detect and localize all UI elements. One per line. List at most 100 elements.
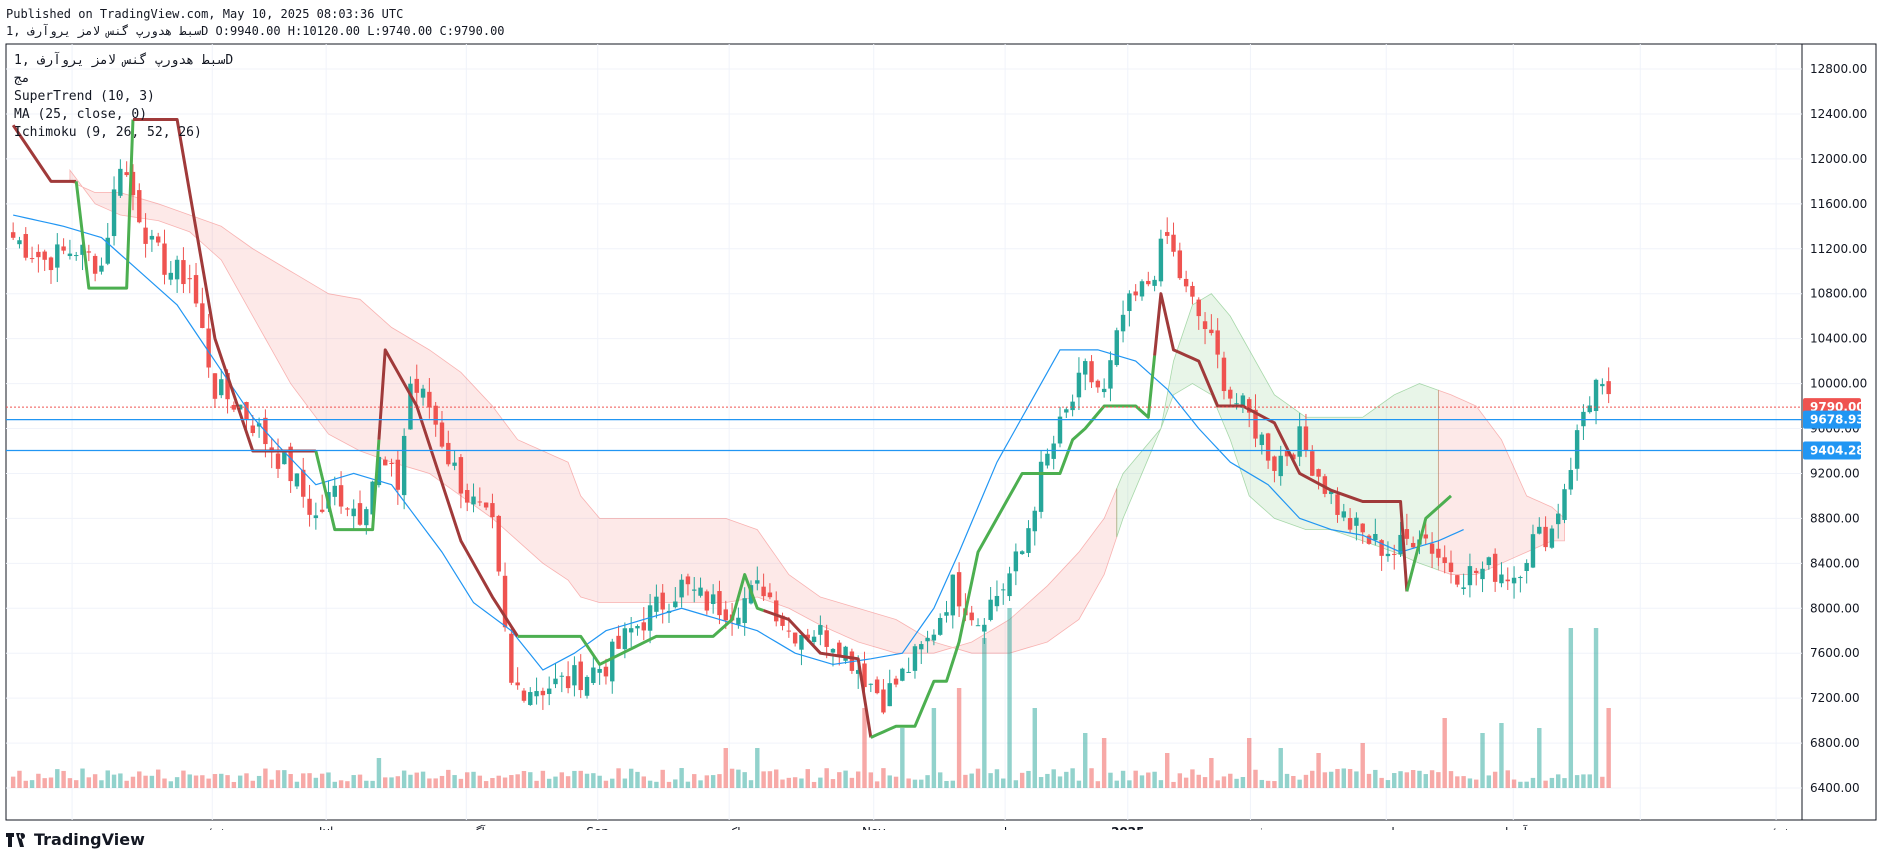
candle-body (364, 509, 369, 526)
candle (1297, 413, 1302, 467)
tradingview-logo-icon (6, 832, 26, 847)
candle (502, 562, 508, 632)
candle-body (206, 328, 211, 368)
volume-bar (301, 773, 306, 788)
ichimoku-cloud (69, 168, 1118, 654)
candle (635, 624, 640, 636)
candle (704, 589, 710, 615)
price-chart[interactable]: 12800.00 12400.00 12000.00 11600.00 11200.00… (0, 0, 1878, 830)
volume-bar (1423, 774, 1428, 788)
candle-body (357, 503, 363, 525)
candle (458, 453, 464, 509)
candle-body (1568, 470, 1574, 490)
volume-bar (1499, 723, 1504, 788)
candle-body (1562, 489, 1567, 520)
candle (1215, 318, 1220, 369)
candle-body (1070, 401, 1075, 411)
volume-bar (1139, 775, 1145, 788)
candle-body (1499, 574, 1504, 584)
supertrend-down-line (377, 348, 519, 638)
candle-body (660, 592, 665, 610)
candle (792, 632, 798, 647)
candle-body (553, 678, 558, 685)
volume-bar (780, 779, 785, 788)
candle-body (1530, 534, 1536, 568)
candle-body (282, 452, 287, 465)
volume-bar (1448, 771, 1454, 788)
candle-body (698, 587, 703, 596)
volume-bar (446, 769, 451, 788)
candle (48, 256, 54, 284)
legend-supertrend[interactable]: SuperTrend (10, 3) (14, 89, 155, 104)
candle (1574, 424, 1580, 481)
candle-body (61, 246, 66, 251)
tradingview-logo[interactable]: TradingView (6, 830, 145, 849)
volume-bar (1070, 768, 1075, 788)
legend-ichimoku[interactable]: Ichimoku (9, 26, 52, 26) (14, 125, 202, 140)
candle-body (1310, 451, 1315, 476)
volume-bar (622, 778, 628, 788)
volume-bar (452, 775, 457, 788)
y-tick-label: 6400.00 (1810, 781, 1860, 795)
volume-bar (351, 775, 356, 788)
candle (994, 580, 1000, 612)
volume-bar (1019, 772, 1025, 788)
legend-ma[interactable]: MA (25, close, 0) (14, 107, 148, 122)
candle-body (433, 405, 438, 425)
candle-body (1555, 513, 1561, 525)
volume-bar (1442, 718, 1447, 788)
candle-body (1474, 570, 1479, 574)
candle (256, 417, 262, 438)
candle (1537, 517, 1542, 535)
volume-bar (811, 781, 817, 788)
volume-bar (36, 773, 41, 788)
volume-bar (1165, 753, 1170, 788)
candle (401, 428, 407, 510)
candle-body (301, 469, 306, 497)
volume-bar (849, 777, 855, 788)
volume-bar (862, 708, 867, 788)
candle-body (219, 379, 224, 396)
candle (515, 667, 520, 690)
volume-bar (509, 775, 514, 788)
volume-bar (919, 779, 924, 788)
candle (1562, 483, 1567, 524)
candle (1410, 536, 1416, 549)
candle (1530, 524, 1536, 569)
volume-bar (761, 771, 766, 788)
candle-body (1165, 232, 1170, 236)
volume-bar (1259, 779, 1265, 788)
candle (811, 630, 817, 647)
volume-bar (1518, 781, 1523, 788)
candle-body (1026, 528, 1031, 553)
volume-bar (130, 776, 136, 788)
candle (610, 638, 615, 694)
volume-bar (1524, 781, 1529, 788)
candle-body (1171, 234, 1176, 252)
volume-bar (1568, 628, 1574, 788)
candle-body (1360, 523, 1365, 533)
volume-bar (1436, 772, 1441, 788)
candle (193, 262, 199, 308)
candle (1581, 404, 1586, 440)
candle (1354, 512, 1359, 541)
candle-body (1511, 577, 1517, 584)
volume-bar (1537, 728, 1542, 788)
volume-bar (1108, 772, 1113, 788)
candle (1448, 550, 1454, 584)
candle (1587, 396, 1592, 414)
volume-bar (1581, 774, 1586, 788)
volume-bar (250, 780, 256, 788)
volume-bar (1051, 769, 1056, 788)
candle-body (86, 251, 92, 253)
legend-symbol[interactable]: سبط هدورپ گنس لامز یروآرف ,1D (14, 53, 234, 68)
candle (1524, 559, 1529, 584)
volume-bar (288, 774, 293, 788)
candle (616, 625, 621, 649)
candle-body (1455, 575, 1460, 585)
candle (427, 378, 432, 419)
y-tick-label: 8000.00 (1810, 601, 1860, 615)
candle (301, 457, 306, 508)
volume-bar (641, 776, 646, 788)
candle-body (389, 462, 394, 464)
